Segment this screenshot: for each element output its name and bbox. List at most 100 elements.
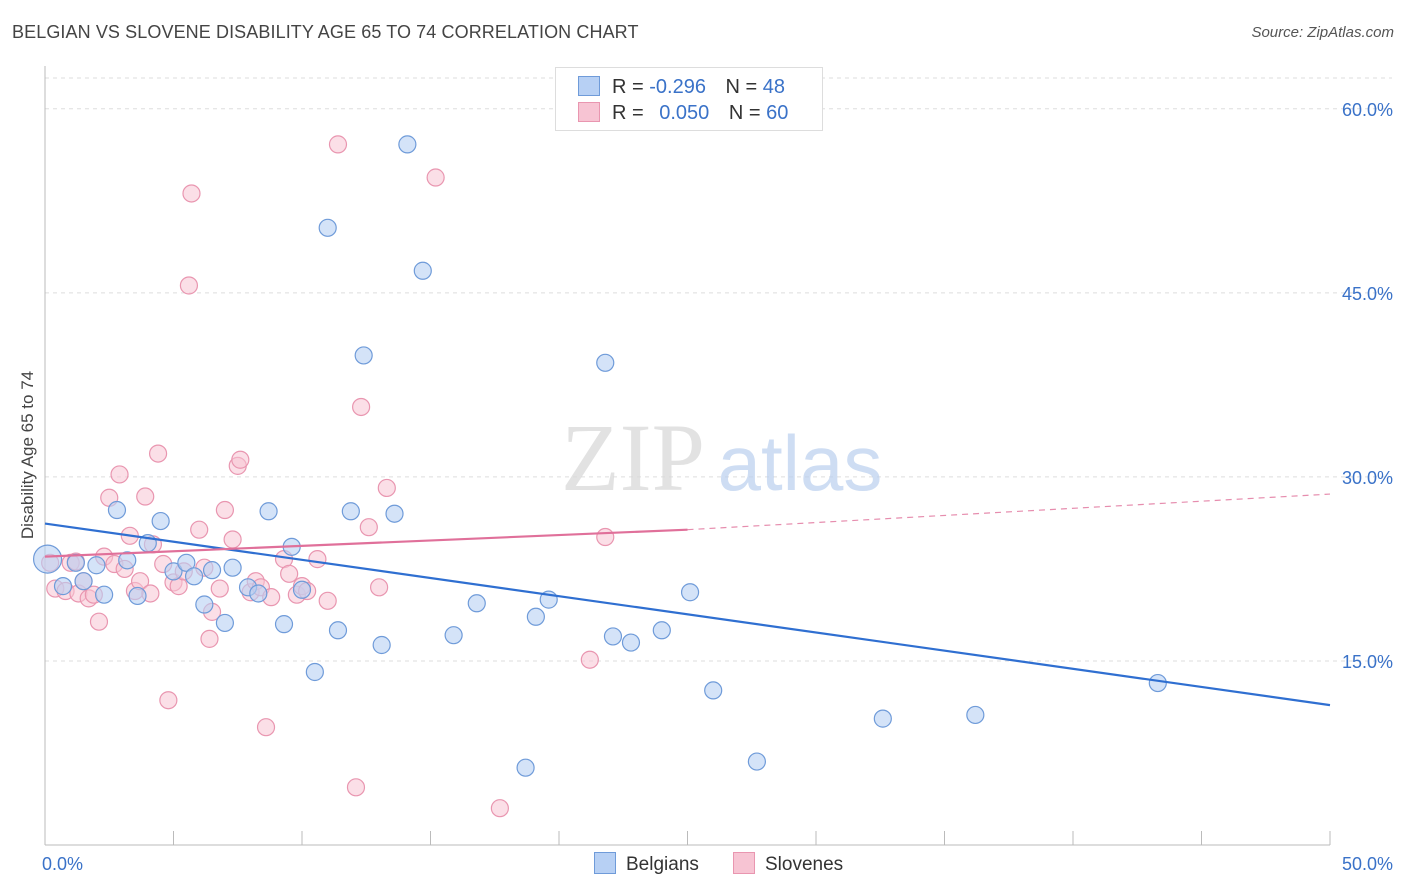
belgian-point [305,662,324,682]
belgian-point [107,500,127,520]
tick-labels: 15.0% 30.0% 45.0% 60.0% 0.0% 50.0% [42,100,1393,874]
slovenes-legend-swatch [733,852,755,874]
belgian-point [249,584,268,603]
slovene-point [596,527,615,547]
belgian-point [385,504,404,523]
belgian-point [274,615,294,634]
belgians-swatch [578,76,600,96]
slovene-point [136,487,155,506]
slovene-point [256,718,276,737]
belgian-point [516,758,535,777]
belgian-point [596,353,615,372]
chart-title: BELGIAN VS SLOVENE DISABILITY AGE 65 TO … [12,22,639,42]
belgian-point [747,752,766,771]
slovene-point [580,650,599,669]
trend-lines [44,493,1331,707]
belgian-point [603,627,623,646]
legend-r-value: 0.050 [659,102,710,124]
slovenes-trend-line [44,528,688,558]
belgian-point [74,572,93,591]
legend-n-value: 60 [766,102,789,124]
slovene-point [215,500,234,520]
slovene-point [89,612,109,631]
legend: R = -0.296 N = 48 R = 0.050 N = 60 [555,67,823,131]
belgian-point [680,583,700,602]
slovene-point [159,691,178,710]
slovene-point [490,799,509,818]
slovene-point [370,578,389,597]
source-label: Source: ZipAtlas.com [1251,24,1394,41]
belgian-point [328,621,348,640]
belgian-point [966,705,985,725]
slovenes-legend-label: Slovenes [765,854,844,875]
y-tick-label: 60.0% [1342,100,1393,120]
belgian-point [873,709,892,728]
belgian-point [526,607,545,626]
legend-r-value: -0.296 [649,76,706,98]
slovene-point [210,579,229,598]
y-axis-label: Disability Age 65 to 74 [18,370,37,540]
belgian-point [652,621,671,640]
legend-r-label: R = [612,102,644,124]
x-tick-label: 0.0% [42,854,83,874]
belgian-point [318,218,337,237]
belgian-point [164,562,183,581]
belgian-point [259,502,278,521]
belgian-point [128,586,147,606]
legend-n-label: N = [728,102,761,124]
belgian-point [621,633,641,652]
slovene-point [190,520,209,539]
belgian-point [1148,673,1167,693]
belgian-point [341,502,360,521]
slovene-point [346,778,366,797]
x-tick-label: 50.0% [1342,854,1393,874]
belgian-point [53,577,73,596]
slovenes-trend-extension [687,493,1331,531]
slovene-point [377,478,396,498]
belgian-point [195,595,214,614]
belgian-point [223,558,242,577]
slovenes-points [41,135,615,818]
belgians-legend-label: Belgians [626,854,699,875]
watermark-atlas: atlas [718,419,883,507]
y-tick-label: 30.0% [1342,468,1393,488]
belgian-point [151,511,170,531]
belgian-point [413,261,432,280]
slovene-point [223,530,242,549]
y-tick-label: 45.0% [1342,284,1393,304]
slovene-point [352,397,371,417]
axes [44,66,1331,846]
belgian-point [372,635,391,655]
belgian-point [354,346,373,365]
belgian-point [202,561,222,580]
belgian-point [177,553,196,572]
belgian-point [95,585,114,604]
slovene-point [328,135,348,154]
belgian-point [66,553,85,572]
legend-r-label: R = [612,76,644,98]
slovene-point [308,550,327,569]
belgian-point [87,556,106,575]
belgian-point [398,135,417,154]
legend-n-value: 48 [762,76,786,98]
slovene-point [231,450,250,469]
slovene-point [148,444,168,463]
watermark-zip: ZIP [561,404,705,511]
belgian-point [444,626,463,645]
watermark: ZIP atlas [561,404,882,511]
slovene-point [182,184,201,203]
belgian-point [32,544,63,574]
slovene-point [318,591,337,610]
slovene-point [110,465,129,484]
slovene-point [200,629,219,648]
legend-row-belgians: R = -0.296 N = 48 [578,76,785,100]
slovene-point [179,276,199,295]
slovene-point [359,518,378,537]
legend-n-label: N = [725,76,758,98]
belgian-point [704,681,723,700]
bottom-legend-belgians: Belgians [594,852,699,876]
belgian-point [184,567,204,586]
belgian-point [467,594,486,613]
belgian-point [292,580,312,599]
